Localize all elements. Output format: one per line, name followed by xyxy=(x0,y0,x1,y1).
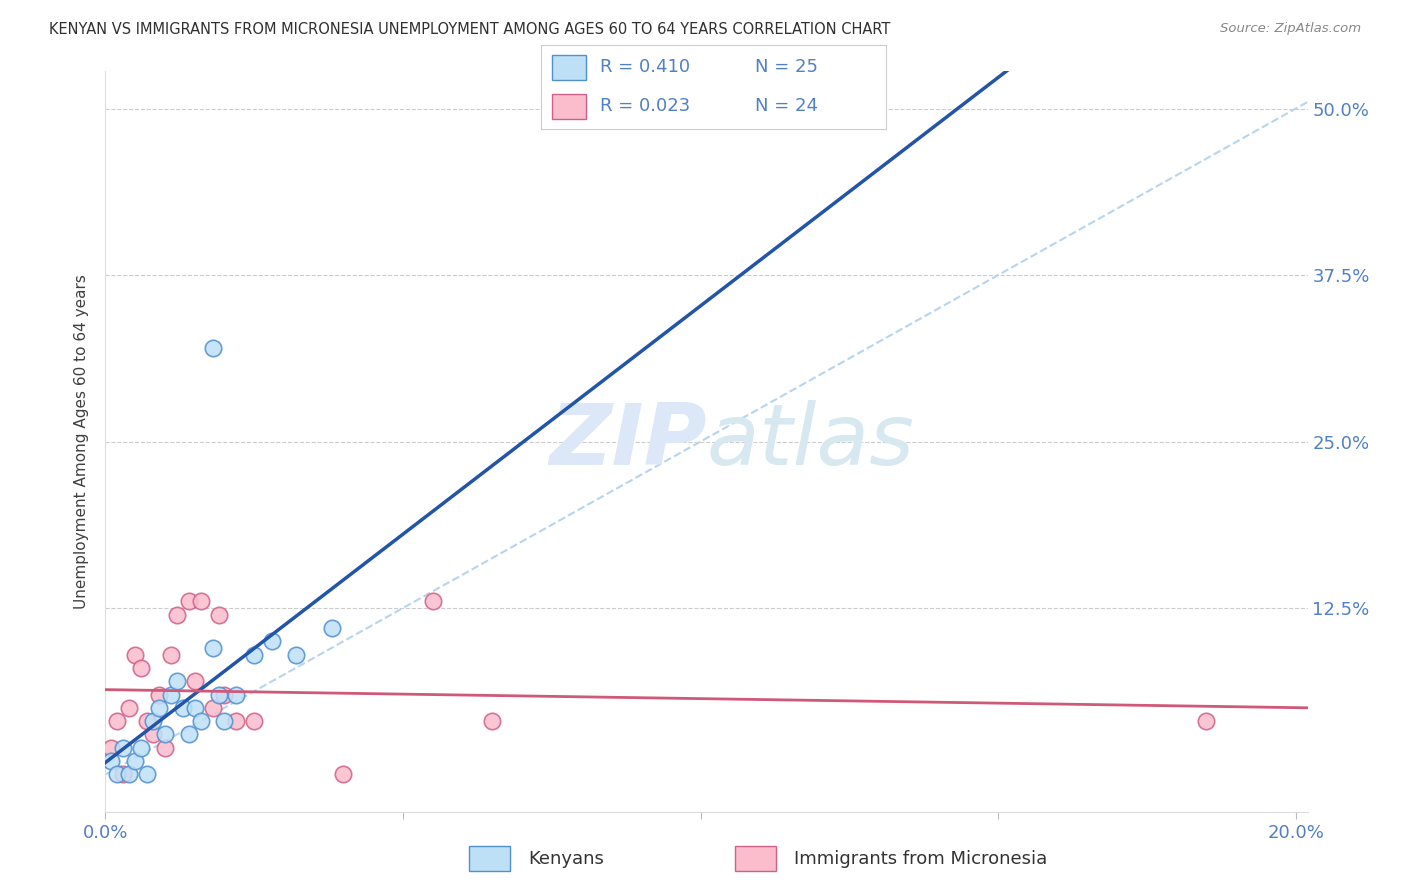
Point xyxy=(153,740,176,755)
Point xyxy=(201,701,224,715)
Point xyxy=(118,767,141,781)
Point xyxy=(112,740,135,755)
Point xyxy=(214,688,236,702)
Bar xyxy=(551,94,586,120)
Point xyxy=(100,754,122,768)
Point xyxy=(321,621,343,635)
Point xyxy=(148,701,170,715)
Point xyxy=(105,767,128,781)
Point xyxy=(166,674,188,689)
Point xyxy=(183,701,205,715)
Point xyxy=(214,714,236,728)
Point xyxy=(160,648,183,662)
Text: KENYAN VS IMMIGRANTS FROM MICRONESIA UNEMPLOYMENT AMONG AGES 60 TO 64 YEARS CORR: KENYAN VS IMMIGRANTS FROM MICRONESIA UNE… xyxy=(49,22,890,37)
Point xyxy=(124,754,146,768)
Point xyxy=(172,701,194,715)
Point xyxy=(262,634,284,648)
Point xyxy=(177,727,200,741)
Bar xyxy=(735,847,776,871)
Text: ZIP: ZIP xyxy=(548,400,707,483)
Text: N = 25: N = 25 xyxy=(755,59,818,77)
Point xyxy=(225,688,247,702)
Point xyxy=(153,727,176,741)
Point xyxy=(243,714,266,728)
Point xyxy=(136,714,159,728)
Point xyxy=(284,648,307,662)
Text: Immigrants from Micronesia: Immigrants from Micronesia xyxy=(794,849,1047,868)
Text: atlas: atlas xyxy=(707,400,914,483)
Point xyxy=(332,767,354,781)
Point xyxy=(136,767,159,781)
Bar xyxy=(551,54,586,80)
Point xyxy=(207,688,229,702)
Point xyxy=(190,594,212,608)
Text: Kenyans: Kenyans xyxy=(529,849,605,868)
Point xyxy=(129,661,152,675)
Text: R = 0.410: R = 0.410 xyxy=(600,59,690,77)
Point xyxy=(112,767,135,781)
Point xyxy=(481,714,503,728)
Point xyxy=(160,688,183,702)
Point xyxy=(201,342,224,356)
Point xyxy=(105,714,128,728)
Text: Source: ZipAtlas.com: Source: ZipAtlas.com xyxy=(1220,22,1361,36)
Y-axis label: Unemployment Among Ages 60 to 64 years: Unemployment Among Ages 60 to 64 years xyxy=(75,274,90,609)
Point xyxy=(142,714,165,728)
Point xyxy=(190,714,212,728)
Text: R = 0.023: R = 0.023 xyxy=(600,97,690,115)
Point xyxy=(124,648,146,662)
Point xyxy=(148,688,170,702)
Point xyxy=(201,640,224,655)
Point xyxy=(100,740,122,755)
Point xyxy=(243,648,266,662)
Point xyxy=(118,701,141,715)
Point xyxy=(207,607,229,622)
Point xyxy=(422,594,444,608)
Point xyxy=(142,727,165,741)
Point xyxy=(225,714,247,728)
Bar xyxy=(470,847,510,871)
Point xyxy=(177,594,200,608)
Point xyxy=(166,607,188,622)
Point xyxy=(1195,714,1218,728)
Point xyxy=(183,674,205,689)
Text: N = 24: N = 24 xyxy=(755,97,818,115)
Point xyxy=(129,740,152,755)
